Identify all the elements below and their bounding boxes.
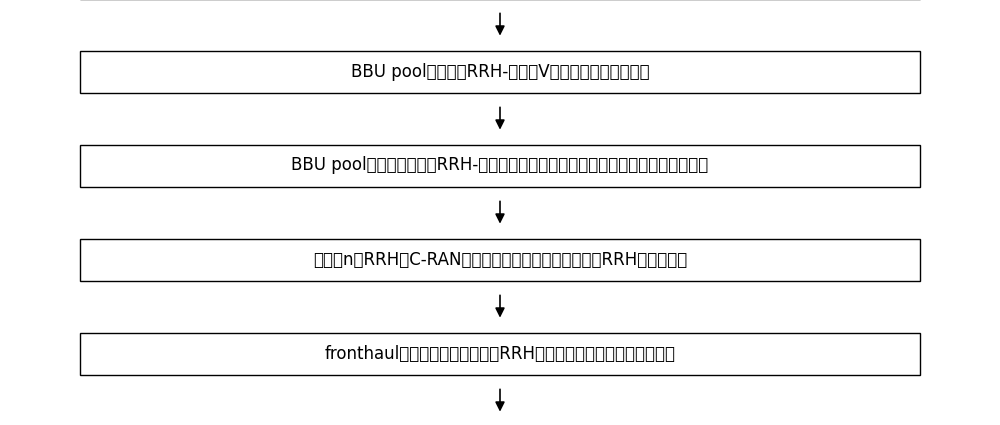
Text: BBU pool将所有的RRH-用户对V按优先级进行升序排列: BBU pool将所有的RRH-用户对V按优先级进行升序排列	[351, 62, 649, 80]
Bar	[80, 238, 920, 280]
Text: BBU pool对升序排列后的RRH-用户对进行迭代求解，得到网络能耗和波束成形向量: BBU pool对升序排列后的RRH-用户对进行迭代求解，得到网络能耗和波束成形…	[291, 156, 709, 175]
Text: 针对第n个RRH，C-RAN根据迭代波束成形向量，计算该RRH的发送数据: 针对第n个RRH，C-RAN根据迭代波束成形向量，计算该RRH的发送数据	[313, 250, 687, 269]
Bar	[80, 332, 920, 374]
Bar	[80, 144, 920, 187]
Bar	[80, 51, 920, 93]
Text: fronthaul链路将发送数据传输给RRH对应的用户，用户得到请求数据: fronthaul链路将发送数据传输给RRH对应的用户，用户得到请求数据	[324, 345, 676, 363]
